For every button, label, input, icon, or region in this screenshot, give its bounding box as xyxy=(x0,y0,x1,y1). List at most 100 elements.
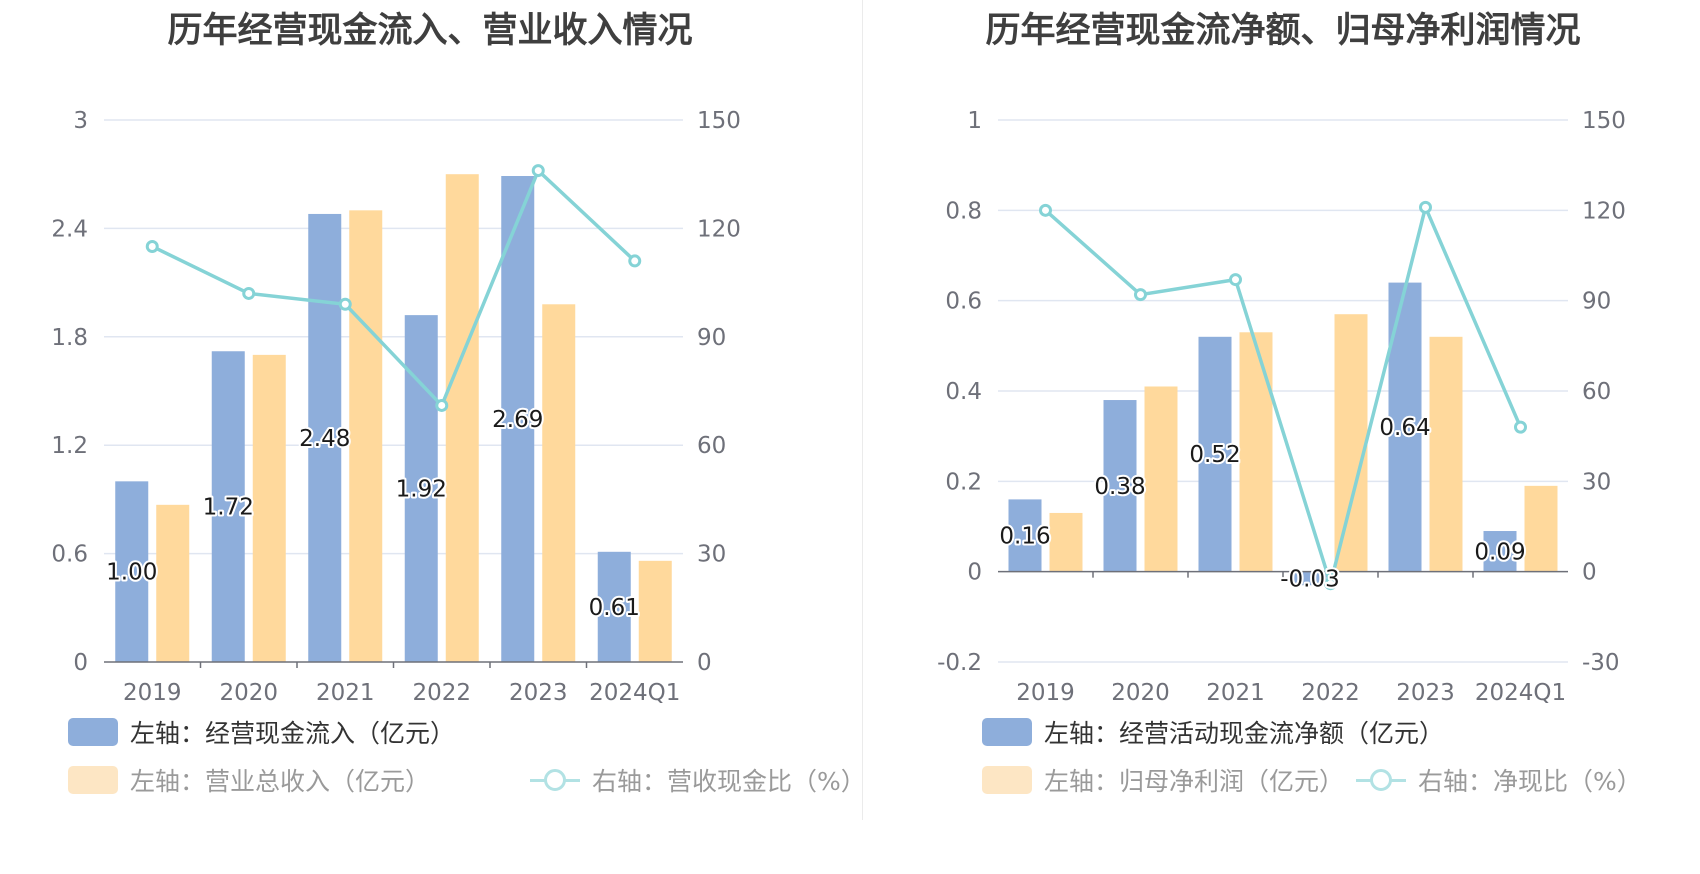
bar-series-2 xyxy=(156,504,190,662)
legend-label: 右轴：净现比（%） xyxy=(1418,767,1642,796)
left-axis-tick: 0.8 xyxy=(945,198,982,224)
line-point xyxy=(1134,288,1147,302)
chart-panel-right: 历年经营现金流净额、归母净利润情况 -0.2 0 0.2 0.4 0.6 0.8 1 -30 0… xyxy=(866,0,1700,874)
bar-series-1 xyxy=(308,213,342,663)
line-point xyxy=(628,254,642,268)
category-label: 2019 xyxy=(1016,680,1075,706)
legend-label: 左轴：归母净利润（亿元） xyxy=(1044,767,1345,796)
right-axis-tick: 90 xyxy=(697,325,726,351)
legend-label: 左轴：营业总收入（亿元） xyxy=(130,767,431,796)
bar-series-1 xyxy=(1008,499,1042,572)
legend-item[interactable]: 左轴：经营活动现金流净额（亿元） xyxy=(982,714,1444,750)
bar-series-2 xyxy=(1144,386,1178,572)
bar-series-2 xyxy=(1524,485,1558,572)
legend-item[interactable]: 左轴：营业总收入（亿元） xyxy=(68,762,430,798)
legend-line-swatch xyxy=(1356,766,1406,794)
right-axis-tick: 90 xyxy=(1582,289,1611,315)
chart-svg-right: -0.2 0 0.2 0.4 0.6 0.8 1 -30 0 30 60 90 120 150 2019 20… xyxy=(937,108,1626,706)
category-label: 2020 xyxy=(1111,680,1170,706)
bar-data-label: -0.03 xyxy=(1280,566,1340,592)
bar-series-2 xyxy=(1239,332,1273,572)
category-label: 2021 xyxy=(316,680,375,706)
line-series xyxy=(1044,201,1523,591)
bar-series-2 xyxy=(1429,336,1463,572)
bar-series-1 xyxy=(1198,336,1232,572)
bar-data-label: 1.72 xyxy=(203,495,254,521)
line-series xyxy=(151,167,636,409)
bar-series-2 xyxy=(252,354,286,662)
left-axis-tick: 0.4 xyxy=(945,379,982,405)
left-axis-tick: 1.8 xyxy=(51,325,88,351)
line-point xyxy=(1514,420,1527,434)
bar-series-1 xyxy=(501,176,535,663)
right-axis-tick: 0 xyxy=(1582,560,1597,586)
line-point xyxy=(338,297,352,311)
bar-data-label: 0.38 xyxy=(1094,474,1145,500)
legend-swatch xyxy=(982,766,1032,794)
bar-series-2 xyxy=(445,174,479,662)
legend-swatch xyxy=(982,718,1032,746)
legend-item[interactable]: 左轴：经营现金流入（亿元） xyxy=(68,714,455,750)
legend-label: 右轴：营收现金比（%） xyxy=(592,767,866,796)
bar-series-2 xyxy=(1049,512,1083,572)
right-axis-tick: 60 xyxy=(697,433,726,459)
left-axis-tick: 2.4 xyxy=(51,216,88,242)
left-axis-tick: 0.6 xyxy=(51,542,88,568)
bar-data-label: 0.52 xyxy=(1189,442,1240,468)
category-label: 2024Q1 xyxy=(589,680,680,706)
left-axis-tick: 0.2 xyxy=(945,469,982,495)
bar-series-1 xyxy=(211,351,245,662)
category-label: 2023 xyxy=(509,680,568,706)
bar-data-label: 0.61 xyxy=(589,595,640,621)
left-axis-tick: 0 xyxy=(73,650,88,676)
right-axis-tick: 150 xyxy=(1582,108,1626,134)
bar-data-label: 1.92 xyxy=(396,477,447,503)
legend-swatch xyxy=(68,766,118,794)
bar-series-1 xyxy=(1293,571,1327,586)
bar-data-label: 2.48 xyxy=(299,426,350,452)
left-axis-tick: 1.2 xyxy=(51,433,88,459)
category-label: 2021 xyxy=(1206,680,1265,706)
line-point xyxy=(145,239,159,253)
category-label: 2022 xyxy=(1301,680,1360,706)
right-axis-tick: 0 xyxy=(697,650,712,676)
right-axis-tick: 120 xyxy=(697,216,741,242)
bar-series-2 xyxy=(1334,314,1368,572)
category-label: 2023 xyxy=(1396,680,1455,706)
legend-line-swatch xyxy=(530,766,580,794)
line-point xyxy=(242,286,256,300)
legend-item[interactable]: 右轴：净现比（%） xyxy=(1356,762,1642,798)
left-axis-tick: 0 xyxy=(967,560,982,586)
line-point xyxy=(1229,273,1242,287)
bar-series-2 xyxy=(349,210,383,663)
bar-series-1 xyxy=(1103,400,1137,572)
legend-label: 左轴：经营活动现金流净额（亿元） xyxy=(1044,719,1445,748)
line-point xyxy=(531,164,545,178)
category-label: 2019 xyxy=(123,680,182,706)
legend-swatch xyxy=(68,718,118,746)
bar-data-label: 1.00 xyxy=(106,560,157,586)
legend-label: 左轴：经营现金流入（亿元） xyxy=(130,719,456,748)
bar-data-label: 2.69 xyxy=(492,407,543,433)
left-axis-tick: -0.2 xyxy=(937,650,982,676)
line-point xyxy=(435,398,449,412)
right-axis-tick: 60 xyxy=(1582,379,1611,405)
legend-item[interactable]: 左轴：归母净利润（亿元） xyxy=(982,762,1344,798)
bar-data-label: 0.64 xyxy=(1379,415,1430,441)
category-label: 2020 xyxy=(219,680,278,706)
left-axis-tick: 1 xyxy=(967,108,982,134)
right-axis-tick: 30 xyxy=(697,542,726,568)
category-label: 2022 xyxy=(412,680,471,706)
right-axis-tick: -30 xyxy=(1582,650,1620,676)
line-point xyxy=(1039,203,1052,217)
bar-series-1 xyxy=(1483,531,1517,572)
left-axis-tick: 3 xyxy=(73,108,88,134)
bar-series-2 xyxy=(638,560,672,662)
chart-panel-left: 历年经营现金流入、营业收入情况 0 0.6 1.2 1.8 2.4 3 0 30 60 90 120… xyxy=(51,11,865,798)
legend-item[interactable]: 右轴：营收现金比（%） xyxy=(530,762,866,798)
right-axis-tick: 150 xyxy=(697,108,741,134)
line-point xyxy=(1419,200,1432,214)
bar-series-1 xyxy=(115,481,149,662)
line-point xyxy=(1324,577,1337,591)
